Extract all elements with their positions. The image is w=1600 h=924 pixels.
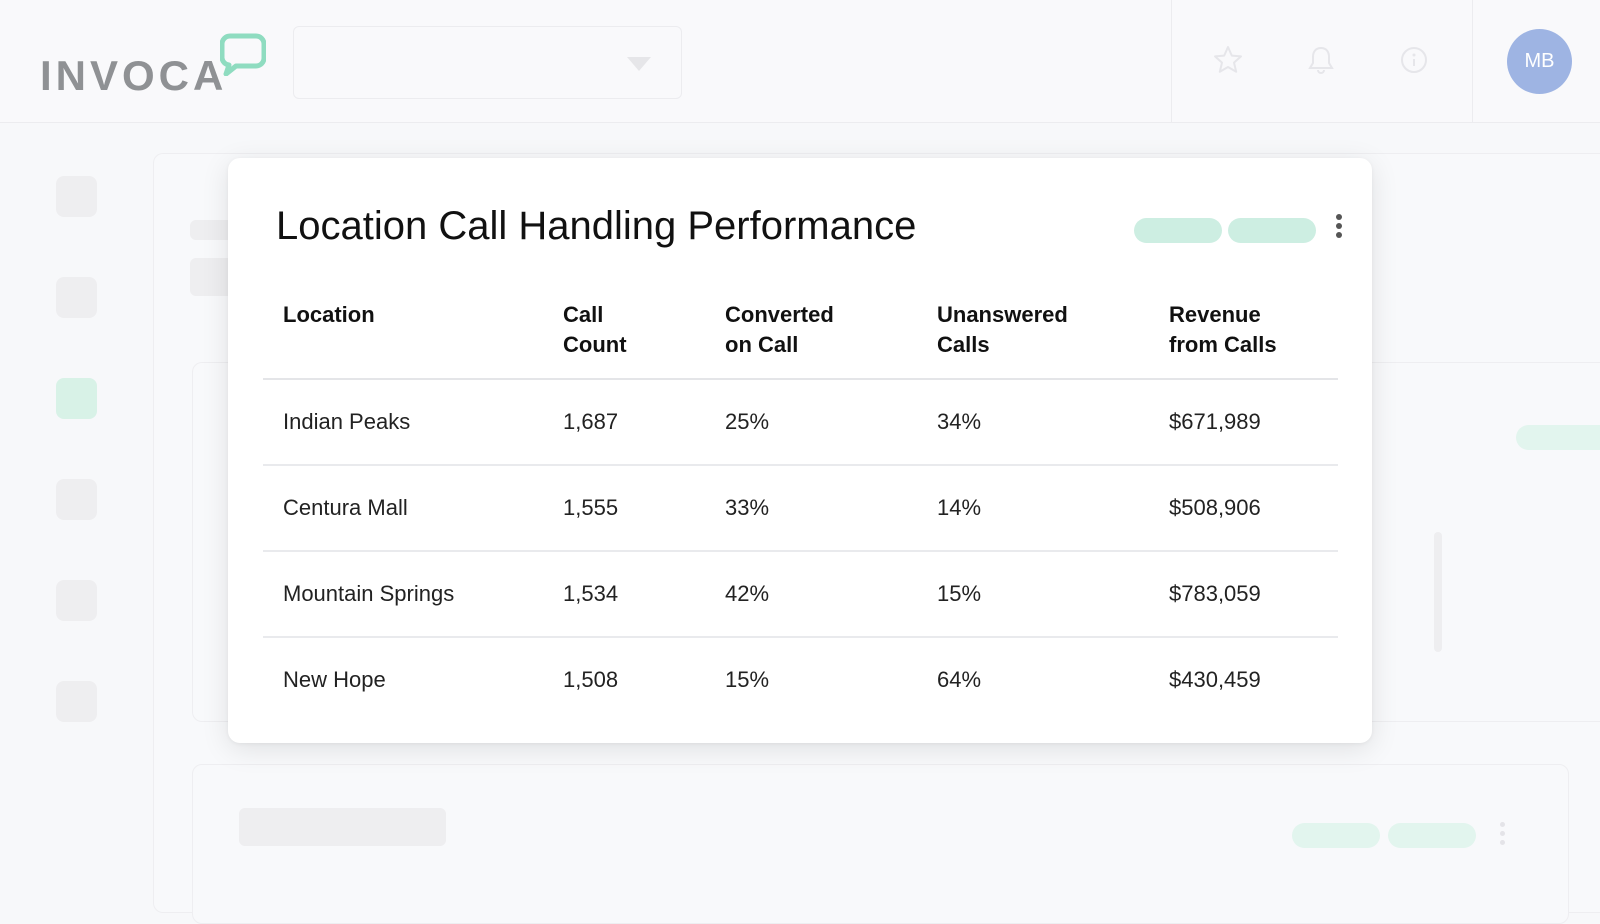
column-header-call-count[interactable]: Call Count	[543, 290, 705, 380]
sidebar-item[interactable]	[56, 580, 97, 621]
more-options-icon[interactable]	[1332, 214, 1346, 244]
cell-location: Indian Peaks	[263, 379, 543, 466]
scrollbar[interactable]	[1434, 532, 1442, 652]
header-line: Converted	[725, 302, 834, 327]
speech-bubble-icon	[220, 33, 266, 76]
cell-revenue: $783,059	[1149, 551, 1338, 638]
divider	[1171, 0, 1172, 123]
divider	[1472, 0, 1473, 123]
header-line: Location	[283, 302, 375, 327]
chevron-down-icon	[627, 57, 651, 71]
column-header-converted[interactable]: Converted on Call	[705, 290, 917, 380]
cell-unanswered: 14%	[917, 465, 1149, 552]
cell-converted: 25%	[705, 379, 917, 466]
table-row[interactable]: New Hope 1,508 15% 64% $430,459	[263, 637, 1338, 721]
header-line: Call	[563, 302, 604, 327]
placeholder-pill	[1388, 823, 1476, 848]
card-title: Location Call Handling Performance	[276, 204, 917, 248]
sidebar-item-active[interactable]	[56, 378, 97, 419]
cell-location: Mountain Springs	[263, 551, 543, 638]
column-header-location[interactable]: Location	[263, 290, 543, 380]
table-row[interactable]: Indian Peaks 1,687 25% 34% $671,989	[263, 379, 1338, 466]
cell-converted: 15%	[725, 666, 770, 692]
filter-pill[interactable]	[1228, 218, 1316, 243]
cell-unanswered: 15%	[917, 551, 1149, 638]
header-line: Count	[563, 332, 627, 357]
column-header-revenue[interactable]: Revenue from Calls	[1149, 290, 1338, 380]
cell-revenue: $671,989	[1149, 379, 1338, 466]
placeholder-pill	[1516, 425, 1600, 450]
location-performance-card: Location Call Handling Performance Locat…	[228, 158, 1372, 743]
column-header-unanswered[interactable]: Unanswered Calls	[917, 290, 1149, 380]
placeholder-block	[239, 808, 446, 846]
bell-icon[interactable]	[1305, 44, 1337, 76]
sidebar-item[interactable]	[56, 479, 97, 520]
invoca-logo[interactable]: INVOCA	[40, 30, 280, 100]
placeholder-pill	[1292, 823, 1380, 848]
cell-location: New Hope	[283, 666, 386, 692]
sidebar-item[interactable]	[56, 277, 97, 318]
cell-converted: 42%	[705, 551, 917, 638]
cell-call-count: 1,534	[543, 551, 705, 638]
sidebar-item[interactable]	[56, 176, 97, 217]
table-row[interactable]: Mountain Springs 1,534 42% 15% $783,059	[263, 551, 1338, 638]
header-line: on Call	[725, 332, 799, 357]
cell-call-count: 1,508	[563, 666, 619, 692]
header-line: from Calls	[1169, 332, 1277, 357]
user-avatar[interactable]: MB	[1507, 29, 1572, 94]
account-dropdown[interactable]	[293, 26, 682, 99]
cell-location: Centura Mall	[263, 465, 543, 552]
table-header-row: Location Call Count Converted on Call Un…	[263, 290, 1338, 380]
table-row[interactable]: Centura Mall 1,555 33% 14% $508,906	[263, 465, 1338, 552]
star-icon[interactable]	[1212, 44, 1244, 76]
performance-table: Location Call Count Converted on Call Un…	[263, 290, 1338, 721]
more-options-icon[interactable]	[1500, 822, 1506, 849]
cell-call-count: 1,687	[543, 379, 705, 466]
cell-converted: 33%	[705, 465, 917, 552]
cell-call-count: 1,555	[543, 465, 705, 552]
logo-text: INVOCA	[40, 52, 228, 99]
header-line: Revenue	[1169, 302, 1261, 327]
filter-pill[interactable]	[1134, 218, 1222, 243]
sidebar-item[interactable]	[56, 681, 97, 722]
cell-unanswered: 64%	[937, 666, 982, 692]
top-bar: INVOCA MB	[0, 0, 1600, 123]
cell-unanswered: 34%	[917, 379, 1149, 466]
help-icon[interactable]	[1398, 44, 1430, 76]
cell-revenue: $508,906	[1149, 465, 1338, 552]
cell-revenue: $430,459	[1169, 666, 1261, 692]
header-line: Calls	[937, 332, 990, 357]
header-line: Unanswered	[937, 302, 1068, 327]
